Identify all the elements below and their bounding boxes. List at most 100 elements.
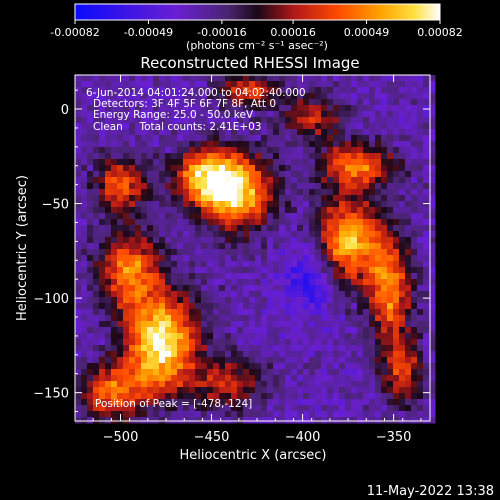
heatmap-cell (291, 363, 298, 370)
heatmap-cell (333, 225, 340, 232)
heatmap-cell (261, 351, 268, 358)
heatmap-cell (225, 279, 232, 286)
heatmap-cell (369, 333, 376, 340)
heatmap-cell (75, 129, 82, 136)
heatmap-cell (99, 237, 106, 244)
heatmap-cell (147, 165, 154, 172)
heatmap-cell (225, 297, 232, 304)
heatmap-cell (327, 195, 334, 202)
heatmap-cell (243, 237, 250, 244)
heatmap-cell (81, 381, 88, 388)
heatmap-cell (375, 309, 382, 316)
heatmap-cell (429, 87, 436, 94)
heatmap-cell (183, 201, 190, 208)
heatmap-cell (345, 243, 352, 250)
heatmap-cell (303, 399, 310, 406)
heatmap-cell (423, 171, 430, 178)
heatmap-cell (375, 129, 382, 136)
x-tick-label: −400 (285, 430, 321, 445)
heatmap-cell (171, 177, 178, 184)
heatmap-cell (225, 285, 232, 292)
heatmap-cell (405, 123, 412, 130)
heatmap-cell (381, 363, 388, 370)
heatmap-cell (99, 177, 106, 184)
heatmap-cell (195, 393, 202, 400)
heatmap-cell (105, 93, 112, 100)
heatmap-cell (387, 261, 394, 268)
heatmap-cell (117, 123, 124, 130)
heatmap-cell (357, 327, 364, 334)
heatmap-cell (411, 339, 418, 346)
heatmap-cell (327, 123, 334, 130)
heatmap-cell (237, 393, 244, 400)
heatmap-cell (357, 99, 364, 106)
heatmap-cell (369, 369, 376, 376)
heatmap-cell (183, 405, 190, 412)
heatmap-cell (411, 153, 418, 160)
heatmap-cell (303, 249, 310, 256)
heatmap-cell (177, 345, 184, 352)
heatmap-cell (243, 129, 250, 136)
heatmap-cell (381, 117, 388, 124)
heatmap-cell (165, 315, 172, 322)
heatmap-cell (363, 297, 370, 304)
heatmap-cell (141, 141, 148, 148)
heatmap-cell (285, 363, 292, 370)
heatmap-cell (189, 201, 196, 208)
heatmap-cell (81, 267, 88, 274)
heatmap-cell (195, 93, 202, 100)
heatmap-cell (201, 327, 208, 334)
heatmap-cell (369, 75, 376, 82)
heatmap-cell (417, 207, 424, 214)
heatmap-cell (297, 267, 304, 274)
heatmap-cell (213, 249, 220, 256)
heatmap-cell (267, 243, 274, 250)
heatmap-cell (99, 141, 106, 148)
heatmap-cell (189, 417, 196, 424)
heatmap-cell (219, 153, 226, 160)
heatmap-cell (75, 345, 82, 352)
heatmap-cell (105, 327, 112, 334)
heatmap-cell (381, 75, 388, 82)
heatmap-cell (237, 171, 244, 178)
heatmap-cell (81, 153, 88, 160)
heatmap-cell (105, 399, 112, 406)
heatmap-cell (219, 99, 226, 106)
heatmap-cell (351, 189, 358, 196)
heatmap-cell (303, 87, 310, 94)
heatmap-cell (93, 225, 100, 232)
heatmap-cell (315, 285, 322, 292)
heatmap-cell (297, 75, 304, 82)
heatmap-cell (381, 387, 388, 394)
heatmap-cell (429, 327, 436, 334)
heatmap-cell (315, 141, 322, 148)
heatmap-cell (147, 111, 154, 118)
heatmap-cell (195, 363, 202, 370)
heatmap-cell (207, 351, 214, 358)
heatmap-cell (183, 171, 190, 178)
heatmap-cell (225, 255, 232, 262)
heatmap-cell (243, 375, 250, 382)
heatmap-cell (393, 273, 400, 280)
heatmap-cell (285, 105, 292, 112)
heatmap-cell (213, 171, 220, 178)
heatmap-cell (291, 111, 298, 118)
heatmap-cell (237, 339, 244, 346)
heatmap-cell (117, 237, 124, 244)
heatmap-cell (117, 99, 124, 106)
heatmap-cell (237, 285, 244, 292)
heatmap-cell (231, 387, 238, 394)
heatmap-cell (75, 297, 82, 304)
heatmap-cell (105, 279, 112, 286)
heatmap-cell (255, 237, 262, 244)
heatmap-cell (369, 393, 376, 400)
heatmap-cell (177, 333, 184, 340)
heatmap-cell (171, 207, 178, 214)
heatmap-cell (279, 297, 286, 304)
heatmap-cell (165, 135, 172, 142)
heatmap-cell (339, 273, 346, 280)
heatmap-cell (213, 135, 220, 142)
heatmap-cell (99, 225, 106, 232)
heatmap-cell (249, 327, 256, 334)
heatmap-cell (231, 189, 238, 196)
